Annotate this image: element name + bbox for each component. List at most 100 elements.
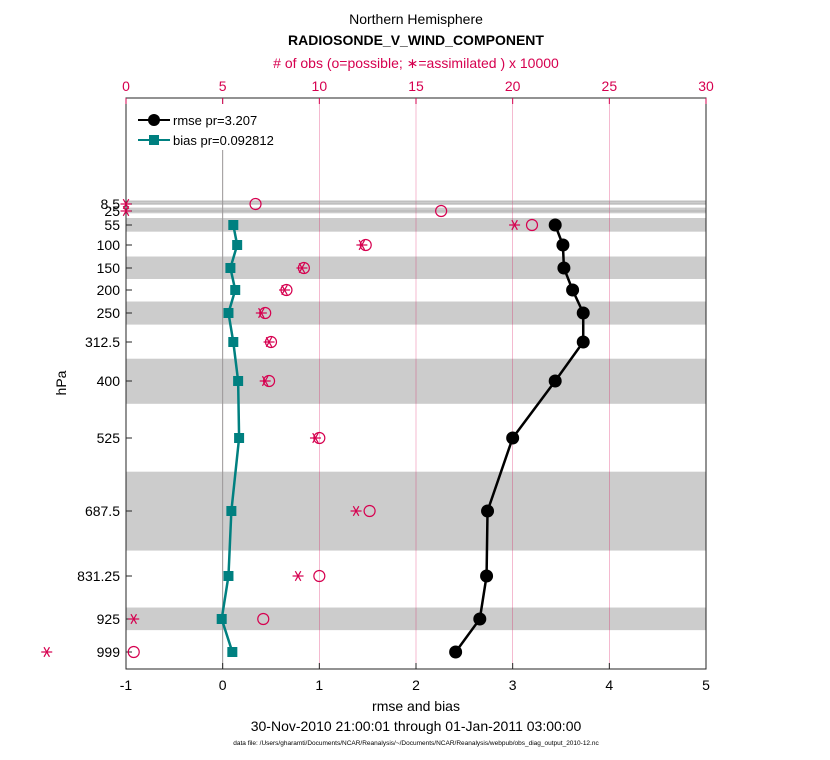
bias-point (216, 614, 227, 624)
rmse-point (566, 283, 580, 297)
asterisk-stroke (258, 307, 265, 319)
bias-point (228, 337, 239, 347)
obs-markers (41, 197, 539, 659)
left-tick-label: 999 (97, 644, 121, 660)
obs-assimilated-marker (309, 432, 321, 444)
date-range: 30-Nov-2010 21:00:01 through 01-Jan-2011… (251, 718, 582, 734)
asterisk-stroke (122, 205, 130, 217)
left-tick-label: 100 (97, 237, 121, 253)
bias-point (234, 433, 245, 443)
left-tick-label: 150 (97, 260, 121, 276)
asterisk-stroke (261, 375, 269, 387)
shaded-band (126, 218, 706, 232)
rmse-point (481, 504, 495, 518)
bias-point (233, 376, 244, 386)
asterisk-stroke (43, 646, 51, 658)
rmse-point (576, 335, 590, 349)
top-axis-label: # of obs (o=possible; ∗=assimilated ) x … (273, 55, 559, 71)
rmse-line (454, 224, 585, 653)
obs-possible-marker (313, 569, 326, 583)
top-tick-label: 0 (122, 78, 130, 94)
top-axis: 0 5 10 15 20 25 30 (122, 78, 714, 104)
bias-point (225, 263, 236, 273)
shaded-band (126, 607, 706, 631)
obs-assimilated-marker (41, 646, 53, 658)
y-axis-label: hPa (53, 370, 69, 395)
obs-assimilated-marker (350, 505, 362, 517)
shaded-band (126, 201, 706, 205)
top-tick-label: 20 (505, 78, 521, 94)
left-tick-label: 8.5 (101, 196, 121, 212)
bias-point (223, 308, 234, 318)
asterisk-stroke (265, 336, 273, 348)
left-tick-label: 25 (104, 203, 120, 219)
top-tick-label: 30 (698, 78, 714, 94)
obs-possible-marker (249, 197, 262, 211)
obs-assimilated-marker (356, 239, 368, 251)
series (216, 218, 590, 659)
rmse-point (449, 645, 463, 659)
bottom-axis: -1 0 1 2 3 4 5 (120, 663, 710, 693)
bias-point (226, 506, 237, 516)
obs-possible-marker (127, 645, 140, 659)
left-tick-label: 687.5 (85, 503, 120, 519)
left-tick-label: 525 (97, 430, 121, 446)
obs-possible-marker (257, 612, 270, 626)
shaded-band (126, 301, 706, 325)
asterisk-stroke (294, 570, 302, 582)
obs-assimilated-marker (296, 262, 308, 274)
obs-assimilated-marker (263, 336, 275, 348)
asterisk-stroke (130, 613, 138, 625)
rmse-point (473, 612, 487, 626)
left-tick-label: 312.5 (85, 334, 120, 350)
obs-assimilated-marker (255, 307, 267, 319)
rmse-point (506, 431, 520, 445)
bias-point (232, 240, 243, 250)
legend-rmse-marker (148, 114, 160, 126)
obs-assimilated-marker (279, 284, 291, 296)
chart-title-line2: RADIOSONDE_V_WIND_COMPONENT (288, 32, 544, 48)
obs-possible-marker (435, 204, 448, 218)
asterisk-stroke (281, 284, 288, 296)
asterisk-stroke (298, 262, 306, 274)
chart-title-line1: Northern Hemisphere (349, 11, 483, 27)
rmse-point (557, 261, 571, 275)
asterisk-stroke (312, 432, 319, 444)
rmse-point (548, 374, 562, 388)
left-tick-label: 925 (97, 611, 121, 627)
obs-assimilated-marker (259, 375, 271, 387)
left-tick-label: 250 (97, 305, 121, 321)
bottom-tick-label: 3 (509, 677, 517, 693)
obs-possible-marker (525, 218, 539, 232)
left-tick-label: 55 (104, 217, 120, 233)
bottom-tick-label: 1 (315, 677, 323, 693)
bias-point (230, 285, 241, 295)
bottom-tick-label: 4 (605, 677, 613, 693)
obs-assimilated-marker (120, 205, 132, 217)
rmse-point (480, 569, 494, 583)
legend-bias-label: bias pr=0.092812 (173, 133, 274, 148)
rmse-point (548, 218, 562, 232)
asterisk-stroke (511, 219, 518, 231)
left-tick-label: 400 (97, 373, 121, 389)
bottom-tick-label: 5 (702, 677, 710, 693)
obs-possible-marker (363, 504, 376, 518)
obs-assimilated-marker (128, 613, 140, 625)
left-tick-label: 831.25 (77, 568, 120, 584)
data-file-footnote: data file: /Users/gharamti/Documents/NCA… (233, 740, 599, 747)
rmse-point (556, 238, 570, 252)
top-tick-label: 15 (408, 78, 424, 94)
asterisk-stroke (358, 239, 366, 251)
bottom-tick-label: 2 (412, 677, 420, 693)
obs-assimilated-marker (509, 219, 521, 231)
asterisk-stroke (352, 505, 360, 517)
bottom-tick-label: 0 (219, 677, 227, 693)
bottom-tick-label: -1 (120, 677, 133, 693)
obs-assimilated-marker (292, 570, 304, 582)
top-tick-label: 10 (312, 78, 328, 94)
rmse-point (576, 306, 590, 320)
bias-point (228, 220, 239, 230)
x-axis-label: rmse and bias (372, 698, 460, 714)
